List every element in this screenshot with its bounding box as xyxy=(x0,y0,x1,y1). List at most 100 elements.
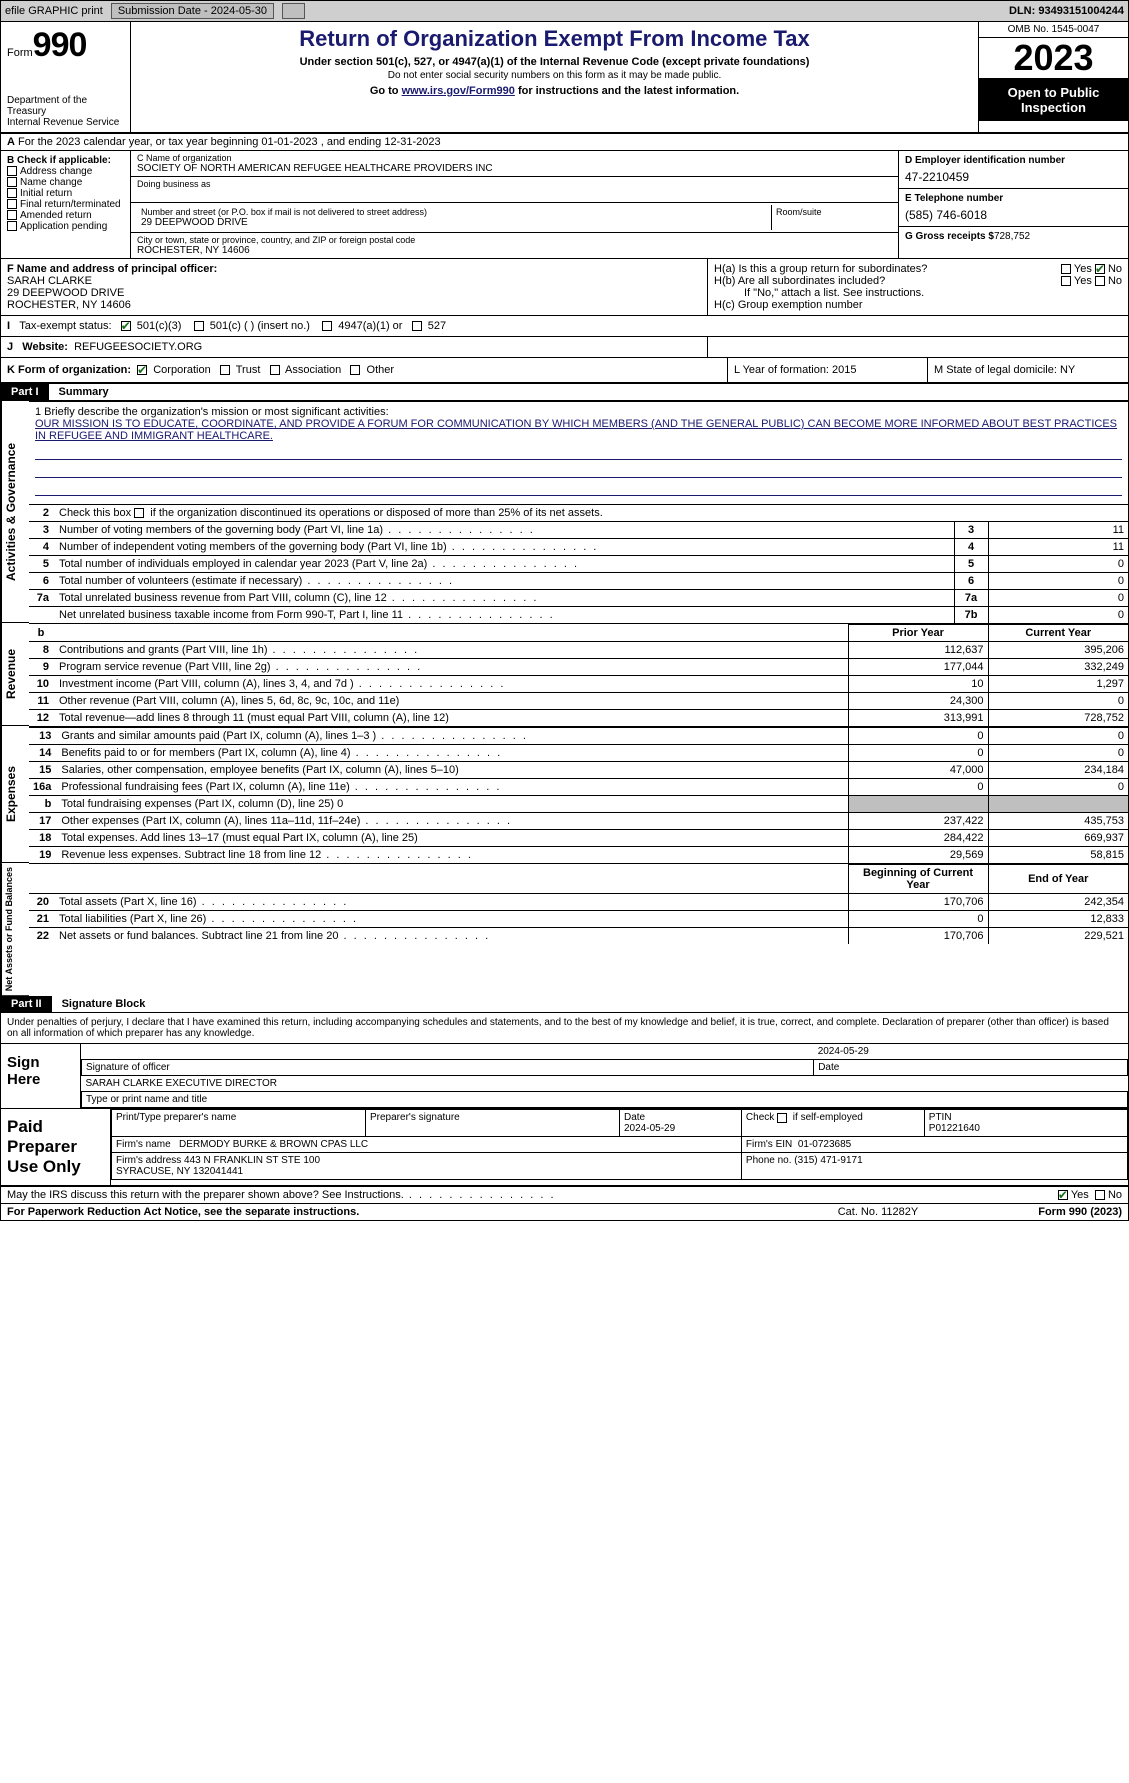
vlabel-rev: Revenue xyxy=(1,623,29,726)
part2-hdr: Part II Signature Block xyxy=(1,996,1128,1013)
dba-cell: Doing business as xyxy=(131,177,898,203)
topbar: efile GRAPHIC print Submission Date - 20… xyxy=(1,1,1128,22)
header: Form990 Department of the Treasury Inter… xyxy=(1,22,1128,134)
paid-table: Print/Type preparer's name Preparer's si… xyxy=(111,1109,1128,1180)
chk-name: Name change xyxy=(7,177,124,188)
city-cell: City or town, state or province, country… xyxy=(131,233,898,258)
ha: H(a) Is this a group return for subordin… xyxy=(714,263,1122,275)
table-row: 7aTotal unrelated business revenue from … xyxy=(29,590,1128,607)
self-emp: Check if self-employed xyxy=(741,1110,924,1137)
part1-num: Part I xyxy=(1,384,49,400)
gross: 728,752 xyxy=(994,231,1030,242)
date-lbl: Date xyxy=(814,1060,1128,1076)
officer-val: SARAH CLARKE 29 DEEPWOOD DRIVE ROCHESTER… xyxy=(7,275,701,311)
table-row: bTotal fundraising expenses (Part IX, co… xyxy=(29,796,1128,813)
subtitle-1: Under section 501(c), 527, or 4947(a)(1)… xyxy=(137,56,972,68)
rev-hdr: bPrior YearCurrent Year xyxy=(29,625,1128,642)
sign-here: Sign Here 2024-05-29 Signature of office… xyxy=(1,1044,1128,1109)
table-row: 11Other revenue (Part VIII, column (A), … xyxy=(29,693,1128,710)
rev-section: bPrior YearCurrent Year 8Contributions a… xyxy=(29,623,1128,726)
h-block: H(a) Is this a group return for subordin… xyxy=(708,259,1128,315)
may-discuss: May the IRS discuss this return with the… xyxy=(1,1187,1128,1204)
form-org-lbl: K Form of organization: xyxy=(7,364,131,376)
hb-note: If "No," attach a list. See instructions… xyxy=(714,287,1122,299)
may-yn: Yes No xyxy=(1058,1189,1122,1201)
submission-date: Submission Date - 2024-05-30 xyxy=(111,3,274,19)
paid-label: Paid Preparer Use Only xyxy=(1,1109,111,1185)
sign-date: 2024-05-29 xyxy=(814,1044,1128,1060)
table-row: 5Total number of individuals employed in… xyxy=(29,556,1128,573)
row-j: J Website: REFUGEESOCIETY.ORG xyxy=(1,337,1128,358)
table-row: 14Benefits paid to or for members (Part … xyxy=(29,745,1128,762)
chk-initial: Initial return xyxy=(7,188,124,199)
footer-cat: Cat. No. 11282Y xyxy=(838,1206,919,1218)
ein-lbl: D Employer identification number xyxy=(905,155,1065,166)
chk-address: Address change xyxy=(7,166,124,177)
irs-link[interactable]: www.irs.gov/Form990 xyxy=(402,85,515,97)
table-row: 13Grants and similar amounts paid (Part … xyxy=(29,728,1128,745)
org-name-cell: C Name of organization SOCIETY OF NORTH … xyxy=(131,151,898,177)
vlabel-gov: Activities & Governance xyxy=(1,401,29,623)
part2-num: Part II xyxy=(1,996,52,1012)
table-row: 16aProfessional fundraising fees (Part I… xyxy=(29,779,1128,796)
tel: (585) 746-6018 xyxy=(905,204,1122,222)
chk-501c3 xyxy=(121,321,131,331)
website-lbl: Website: xyxy=(22,341,68,353)
gov-section: 1 Briefly describe the organization's mi… xyxy=(29,401,1128,623)
row-k: K Form of organization: Corporation Trus… xyxy=(1,358,728,382)
row-i: I Tax-exempt status: 501(c)(3) 501(c) ( … xyxy=(1,316,1128,337)
gross-lbl: G Gross receipts $ xyxy=(905,231,994,242)
net-hdr: Beginning of Current YearEnd of Year xyxy=(29,865,1128,894)
officer-lbl: F Name and address of principal officer: xyxy=(7,263,217,275)
net-section: Beginning of Current YearEnd of Year 20T… xyxy=(29,863,1128,996)
ein-cell: D Employer identification number 47-2210… xyxy=(899,151,1128,189)
table-row: 6Total number of volunteers (estimate if… xyxy=(29,573,1128,590)
footer: For Paperwork Reduction Act Notice, see … xyxy=(1,1204,1128,1220)
row-klm: K Form of organization: Corporation Trus… xyxy=(1,358,1128,384)
page-title: Return of Organization Exempt From Incom… xyxy=(137,26,972,52)
row-a-text: For the 2023 calendar year, or tax year … xyxy=(18,136,441,148)
header-right: OMB No. 1545-0047 2023 Open to Public In… xyxy=(978,22,1128,132)
summary: Activities & Governance 1 Briefly descri… xyxy=(1,401,1128,996)
firm-addr: Firm's address 443 N FRANKLIN ST STE 100… xyxy=(112,1153,742,1180)
blank-btn xyxy=(282,3,305,19)
form-label: Form xyxy=(7,47,33,59)
efile-label: efile GRAPHIC print xyxy=(5,5,103,17)
room-lbl: Room/suite xyxy=(772,205,892,230)
table-row: 22Net assets or fund balances. Subtract … xyxy=(29,928,1128,945)
tel-lbl: E Telephone number xyxy=(905,193,1003,204)
tax-year: 2023 xyxy=(979,38,1128,79)
goto: Go to www.irs.gov/Form990 for instructio… xyxy=(137,85,972,97)
col-b: B Check if applicable: Address change Na… xyxy=(1,151,131,258)
mission-lbl: 1 Briefly describe the organization's mi… xyxy=(35,406,1122,418)
row-m: M State of legal domicile: NY xyxy=(928,358,1128,382)
form-number: Form990 xyxy=(7,26,124,65)
table-row: 15Salaries, other compensation, employee… xyxy=(29,762,1128,779)
mission-text: OUR MISSION IS TO EDUCATE, COORDINATE, A… xyxy=(35,418,1122,442)
declaration: Under penalties of perjury, I declare th… xyxy=(1,1013,1128,1044)
gov-table: 2Check this box Check this box if the or… xyxy=(29,504,1128,623)
vlabel-net: Net Assets or Fund Balances xyxy=(1,863,29,996)
gross-cell: G Gross receipts $728,752 xyxy=(899,227,1128,258)
officer: F Name and address of principal officer:… xyxy=(1,259,708,315)
prep-sig-lbl: Preparer's signature xyxy=(366,1110,620,1137)
part1-hdr: Part I Summary xyxy=(1,384,1128,401)
table-row: Net unrelated business taxable income fr… xyxy=(29,607,1128,624)
sign-label: Sign Here xyxy=(1,1044,81,1108)
form-num: 990 xyxy=(33,26,87,64)
form-990-page: efile GRAPHIC print Submission Date - 20… xyxy=(0,0,1129,1221)
tax-status-lbl: Tax-exempt status: xyxy=(19,320,111,332)
website: REFUGEESOCIETY.ORG xyxy=(74,341,202,353)
table-row: 20Total assets (Part X, line 16)170,7062… xyxy=(29,894,1128,911)
part1-title: Summary xyxy=(49,384,119,400)
type-lbl: Type or print name and title xyxy=(82,1092,1128,1108)
paid-preparer: Paid Preparer Use Only Print/Type prepar… xyxy=(1,1109,1128,1187)
rev-table: bPrior YearCurrent Year 8Contributions a… xyxy=(29,624,1128,726)
table-row: 19Revenue less expenses. Subtract line 1… xyxy=(29,847,1128,864)
chk-pending: Application pending xyxy=(7,221,124,232)
street: 29 DEEPWOOD DRIVE xyxy=(141,217,767,228)
city-lbl: City or town, state or province, country… xyxy=(137,235,892,245)
firm-ein: Firm's EIN 01-0723685 xyxy=(741,1137,1127,1153)
subtitle-2: Do not enter social security numbers on … xyxy=(137,70,972,81)
goto-post: for instructions and the latest informat… xyxy=(515,85,739,97)
